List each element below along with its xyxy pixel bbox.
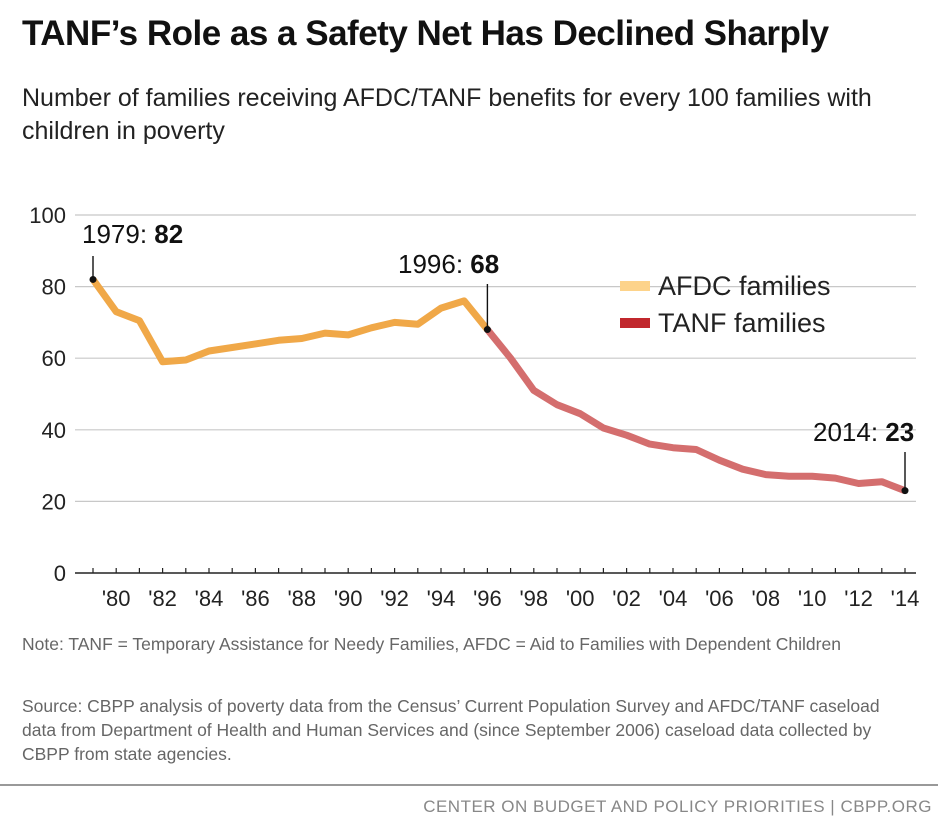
footer-divider (0, 784, 938, 786)
series-line-tanf-families (484, 327, 907, 494)
annotation-label: 2014: 23 (813, 417, 914, 447)
x-tick-label: '04 (659, 586, 688, 611)
line-chart: 0 20 40 60 80 100 '80 '82 '84 '86 '88 '90 '92 '94 '96… (29, 203, 919, 611)
y-tick-label: 100 (29, 203, 66, 228)
annotation-value: 82 (154, 219, 183, 249)
note-text: Note: TANF = Temporary Assistance for Ne… (22, 634, 841, 654)
x-tick-label: '92 (380, 586, 409, 611)
annotation-year: 2014: (813, 417, 885, 447)
annotation-label: 1996: 68 (398, 249, 499, 279)
y-axis-labels: 0 20 40 60 80 100 (29, 203, 66, 586)
footer-credit: CENTER ON BUDGET AND POLICY PRIORITIES |… (423, 797, 932, 816)
annotation-label: 1979: 82 (82, 219, 183, 249)
x-tick-label: '90 (334, 586, 363, 611)
x-tick-label: '14 (891, 586, 920, 611)
y-tick-label: 40 (42, 418, 66, 443)
legend-swatch (620, 281, 650, 291)
series-line-afdc-families (90, 277, 491, 366)
annotations: 1979: 82 1996: 68 2014: 23 (82, 219, 914, 495)
chart-title: TANF’s Role as a Safety Net Has Declined… (22, 14, 829, 53)
annotation-year: 1979: (82, 219, 154, 249)
x-tick-label: '12 (844, 586, 873, 611)
x-axis-labels: '80 '82 '84 '86 '88 '90 '92 '94 '96 '98 '00 '02 '04 '… (102, 586, 919, 611)
x-tick-label: '82 (148, 586, 177, 611)
x-tick-label: '98 (519, 586, 548, 611)
annotation-dot (901, 487, 909, 495)
annotation-dot (89, 275, 97, 283)
annotation-value: 68 (470, 249, 499, 279)
x-tick-label: '94 (427, 586, 456, 611)
y-tick-label: 0 (54, 561, 66, 586)
x-tick-label: '84 (195, 586, 224, 611)
x-tick-label: '02 (612, 586, 641, 611)
annotation-year: 1996: (398, 249, 470, 279)
legend: AFDC families TANF families (620, 271, 831, 338)
y-tick-label: 80 (42, 275, 66, 300)
x-tick-label: '80 (102, 586, 131, 611)
source-text: Source: CBPP analysis of poverty data fr… (22, 696, 880, 764)
x-tick-label: '00 (566, 586, 595, 611)
series-lines (90, 277, 907, 494)
annotation-value: 23 (885, 417, 914, 447)
x-tick-label: '86 (241, 586, 270, 611)
chart-subtitle: Number of families receiving AFDC/TANF b… (22, 84, 872, 145)
y-tick-label: 60 (42, 346, 66, 371)
x-tick-label: '08 (751, 586, 780, 611)
axes (75, 568, 916, 574)
y-tick-label: 20 (42, 489, 66, 514)
legend-label: AFDC families (658, 271, 831, 301)
legend-swatch (620, 318, 650, 328)
legend-label: TANF families (658, 308, 826, 338)
annotation-dot (483, 326, 491, 334)
grid-lines (75, 214, 916, 502)
x-tick-label: '10 (798, 586, 827, 611)
x-tick-label: '88 (287, 586, 316, 611)
x-tick-label: '06 (705, 586, 734, 611)
x-tick-label: '96 (473, 586, 502, 611)
